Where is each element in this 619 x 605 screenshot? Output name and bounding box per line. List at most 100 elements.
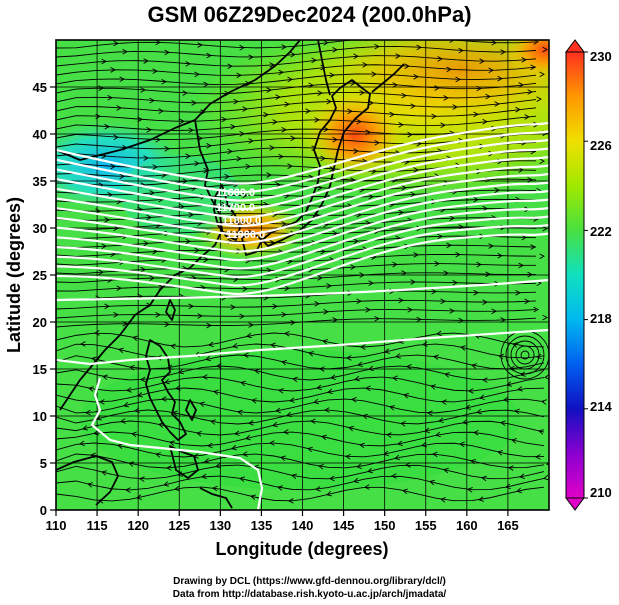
colorbar-bottom-arrow: [565, 497, 585, 511]
wind-arrow: [407, 307, 413, 313]
wind-arrow: [188, 127, 194, 134]
wind-arrow: [354, 375, 360, 382]
wind-arrow: [367, 467, 373, 474]
wind-arrow: [317, 275, 323, 281]
wind-arrow: [316, 384, 322, 391]
wind-arrow: [230, 304, 236, 311]
streamline: [56, 253, 537, 266]
wind-arrow: [374, 43, 380, 50]
x-tick-label: 120: [127, 518, 149, 533]
vortex-streamline: [505, 335, 545, 375]
wind-arrow: [272, 421, 278, 428]
wind-arrow: [427, 410, 433, 416]
wind-arrow: [197, 42, 203, 48]
colorbar-label: 218: [590, 311, 612, 326]
wind-arrow: [269, 440, 275, 446]
wind-arrow: [459, 441, 465, 448]
wind-arrow: [120, 418, 126, 424]
x-tick-label: 160: [456, 518, 478, 533]
wind-arrow: [216, 363, 222, 369]
wind-arrow: [389, 111, 395, 118]
wind-arrow: [389, 405, 395, 411]
wind-arrow: [524, 298, 530, 305]
wind-arrow: [161, 78, 167, 85]
streamline: [56, 90, 537, 104]
wind-arrow: [311, 57, 317, 64]
wind-arrow: [446, 66, 452, 73]
wind-arrow: [374, 315, 380, 322]
wind-arrow: [240, 380, 246, 387]
wind-arrow: [270, 342, 276, 349]
streamline: [56, 332, 545, 348]
wind-arrow: [446, 242, 452, 249]
wind-arrow: [275, 407, 281, 414]
contour-line: [56, 198, 549, 262]
wind-arrow: [353, 477, 359, 484]
wind-arrow: [284, 285, 290, 292]
wind-arrow: [332, 230, 338, 237]
wind-arrow: [458, 317, 464, 324]
geopotential-contours: [56, 121, 549, 302]
colorbar-label: 222: [590, 224, 612, 239]
wind-arrow: [275, 94, 281, 100]
colorbar: 230 226 222 218 214 210: [565, 39, 612, 511]
wind-arrow: [129, 365, 135, 371]
wind-arrow: [386, 432, 392, 438]
wind-arrow: [520, 371, 526, 377]
wind-arrow: [356, 118, 362, 125]
wind-arrow: [473, 429, 479, 436]
contour-line: [56, 130, 549, 194]
wind-arrow: [353, 53, 359, 60]
wind-arrow: [152, 68, 158, 74]
wind-arrow: [94, 330, 100, 336]
wind-arrow: [542, 314, 548, 321]
wind-arrow: [332, 47, 338, 53]
wind-arrow: [546, 461, 549, 466]
wind-arrow: [323, 40, 329, 46]
wind-arrow: [374, 228, 380, 235]
wind-arrow: [326, 491, 332, 497]
wind-arrow: [395, 353, 401, 359]
wind-streamlines: [56, 40, 549, 504]
wind-arrow: [227, 63, 233, 70]
wind-arrow: [246, 332, 252, 339]
wind-arrow: [95, 113, 101, 120]
streamline: [56, 365, 545, 381]
wind-arrow: [421, 441, 427, 448]
wind-arrow: [424, 427, 430, 434]
wind-arrow: [212, 485, 218, 492]
colorbar-label: 226: [590, 138, 612, 153]
wind-arrow: [248, 420, 254, 426]
wind-arrow: [497, 75, 503, 82]
wind-arrow: [395, 53, 401, 59]
wind-arrow: [481, 475, 487, 482]
wind-arrow: [416, 316, 422, 323]
wind-arrow: [292, 376, 298, 383]
wind-arrow: [98, 85, 104, 92]
wind-arrow: [191, 100, 197, 106]
wind-arrow: [359, 442, 365, 449]
wind-arrow: [500, 49, 506, 55]
wind-arrow: [243, 352, 249, 359]
streamline: [56, 317, 537, 328]
wind-arrow: [368, 365, 374, 372]
wind-arrow: [322, 339, 328, 345]
wind-arrow: [437, 233, 443, 240]
wind-arrow: [497, 450, 503, 456]
wind-arrow: [307, 446, 313, 453]
wind-arrow: [146, 127, 152, 133]
wind-arrow: [164, 146, 170, 152]
wind-arrow: [410, 103, 416, 109]
wind-arrow: [194, 160, 200, 167]
wind-arrow: [465, 404, 471, 410]
wind-arrow: [329, 72, 335, 78]
contour-label: 11700.0: [216, 202, 255, 214]
wind-arrow: [494, 101, 500, 107]
wind-arrow: [324, 407, 330, 413]
wind-arrow: [164, 378, 170, 385]
wind-arrow: [199, 401, 205, 407]
wind-arrow: [233, 98, 239, 105]
wind-arrow: [101, 470, 107, 476]
x-axis-label: Longitude (degrees): [215, 539, 388, 559]
wind-arrow: [437, 56, 443, 62]
